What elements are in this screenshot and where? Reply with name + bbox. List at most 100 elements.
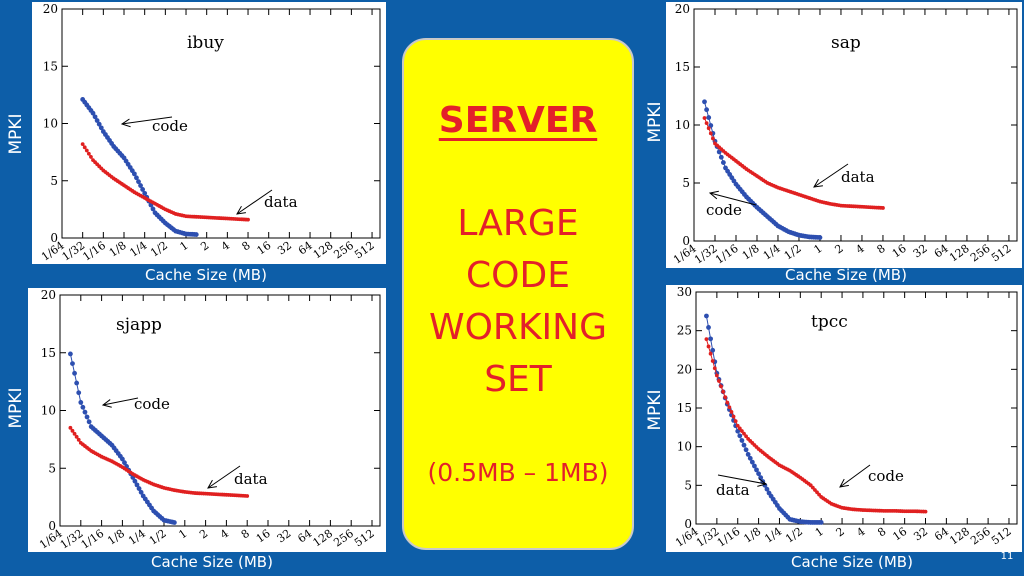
annotation-arrow bbox=[121, 116, 173, 125]
x-tick-label: 1/2 bbox=[148, 239, 170, 260]
data-point-code bbox=[739, 438, 745, 443]
data-point-data bbox=[712, 366, 717, 371]
data-point-data bbox=[82, 145, 87, 150]
data-point-code bbox=[78, 400, 84, 405]
callout-range: (0.5MB – 1MB) bbox=[427, 458, 609, 487]
x-tick-label: 1/8 bbox=[105, 527, 127, 548]
series-line-code bbox=[69, 353, 175, 524]
data-point-code bbox=[98, 125, 104, 131]
y-tick-label: 25 bbox=[677, 324, 692, 338]
annotation-arrowhead bbox=[207, 479, 217, 489]
x-tick-label: 1/16 bbox=[715, 525, 743, 550]
data-point-data bbox=[245, 494, 250, 498]
x-tick-label: 64 bbox=[295, 527, 314, 546]
annotation-arrowhead bbox=[101, 399, 112, 408]
data-point-data bbox=[742, 431, 746, 436]
x-tick-label: 2 bbox=[197, 527, 210, 542]
data-point-code bbox=[706, 115, 712, 120]
data-point-code bbox=[131, 171, 137, 177]
data-point-code bbox=[756, 471, 761, 477]
data-point-data bbox=[704, 337, 709, 342]
data-point-data bbox=[727, 405, 732, 410]
chart-panel-tpcc: 0 5 10 15 20 25 30 1/64 1/32 1/16 1/8 1/4 1/2 1 2 4 8 16 3… bbox=[666, 285, 1022, 552]
data-point-data bbox=[710, 359, 715, 363]
chart-panel-sap: 0 5 10 15 20 1/64 1/32 1/16 1/8 1/4 1/2 1 2 4 8 16 32 64 1… bbox=[666, 2, 1022, 268]
x-tick-label: 64 bbox=[932, 242, 951, 261]
chart-panel-ibuy: 0 5 10 15 20 1/64 1/32 1/16 1/8 1/4 1/2 1 2 4 8 16 32 64 1… bbox=[32, 2, 386, 264]
x-tick-label: 1/2 bbox=[782, 242, 804, 263]
data-point-code bbox=[92, 114, 98, 120]
data-point-code bbox=[74, 380, 80, 386]
data-point-code bbox=[706, 325, 711, 330]
data-point-data bbox=[710, 136, 715, 141]
x-tick-label: 1/4 bbox=[127, 239, 149, 260]
data-point-code bbox=[745, 452, 751, 457]
data-point-data bbox=[729, 409, 734, 414]
annotation-arrowhead bbox=[120, 118, 131, 128]
annotation-arrowhead bbox=[236, 205, 246, 215]
x-tick-label: 32 bbox=[275, 239, 294, 258]
y-tick-label: 5 bbox=[682, 176, 690, 190]
x-tick-label: 1/4 bbox=[762, 525, 784, 546]
data-point-code bbox=[718, 154, 724, 160]
callout-line-working: WORKING bbox=[429, 307, 607, 348]
x-tick-label: 32 bbox=[275, 527, 294, 546]
y-tick-label: 0 bbox=[48, 519, 56, 533]
y-tick-label: 20 bbox=[41, 288, 56, 302]
data-point-code bbox=[76, 390, 82, 396]
chart-title: sjapp bbox=[116, 315, 162, 335]
y-tick-label: 20 bbox=[43, 2, 58, 16]
data-point-code bbox=[704, 313, 709, 319]
x-axis-caption-sap: Cache Size (MB) bbox=[785, 266, 907, 284]
server-callout: SERVER LARGE CODE WORKING SET (0.5MB – 1… bbox=[402, 38, 634, 550]
y-tick-label: 15 bbox=[41, 346, 56, 360]
data-point-code bbox=[754, 467, 759, 473]
data-point-code bbox=[136, 179, 141, 185]
x-tick-label: 32 bbox=[911, 242, 930, 261]
x-tick-label: 64 bbox=[932, 525, 951, 544]
y-tick-label: 10 bbox=[43, 117, 58, 131]
x-tick-label: 1 bbox=[178, 239, 191, 254]
x-tick-label: 512 bbox=[352, 239, 377, 262]
data-point-data bbox=[740, 429, 744, 433]
annotation-label-code: code bbox=[706, 201, 742, 219]
data-point-data bbox=[881, 206, 885, 210]
page-number: 11 bbox=[1000, 551, 1014, 562]
callout-line-set: SET bbox=[484, 359, 552, 400]
data-point-code bbox=[134, 482, 140, 488]
x-tick-label: 2 bbox=[834, 525, 847, 540]
x-tick-label: 8 bbox=[240, 239, 253, 254]
annotation-arrow bbox=[207, 465, 241, 489]
chart-title: sap bbox=[831, 33, 861, 53]
data-point-data bbox=[84, 148, 89, 153]
data-point-data bbox=[744, 434, 748, 439]
data-point-code bbox=[134, 175, 139, 181]
x-axis-caption-ibuy: Cache Size (MB) bbox=[145, 266, 267, 284]
y-tick-label: 10 bbox=[677, 440, 692, 454]
data-point-data bbox=[80, 142, 85, 147]
x-tick-label: 512 bbox=[989, 525, 1014, 548]
annotation-label-code: code bbox=[152, 117, 188, 135]
callout-line-large: LARGE bbox=[457, 203, 579, 244]
data-point-code bbox=[720, 160, 726, 165]
x-tick-label: 8 bbox=[239, 527, 252, 542]
data-point-data bbox=[923, 509, 928, 514]
y-tick-label: 30 bbox=[677, 285, 692, 299]
data-point-data bbox=[704, 121, 709, 126]
x-tick-label: 2 bbox=[198, 239, 211, 254]
data-point-code bbox=[704, 107, 710, 113]
annotation-arrow bbox=[717, 474, 767, 485]
x-tick-label: 1/2 bbox=[783, 525, 805, 546]
data-point-code bbox=[68, 351, 73, 357]
y-tick-label: 5 bbox=[50, 174, 58, 188]
data-point-data bbox=[725, 400, 730, 405]
x-tick-label: 8 bbox=[875, 525, 888, 540]
data-point-data bbox=[708, 351, 713, 356]
x-tick-label: 4 bbox=[854, 525, 867, 540]
data-point-code bbox=[171, 520, 177, 525]
data-point-data bbox=[717, 379, 721, 383]
data-point-code bbox=[741, 442, 747, 448]
data-point-code bbox=[132, 478, 138, 484]
x-tick-label: 1/8 bbox=[740, 242, 762, 263]
